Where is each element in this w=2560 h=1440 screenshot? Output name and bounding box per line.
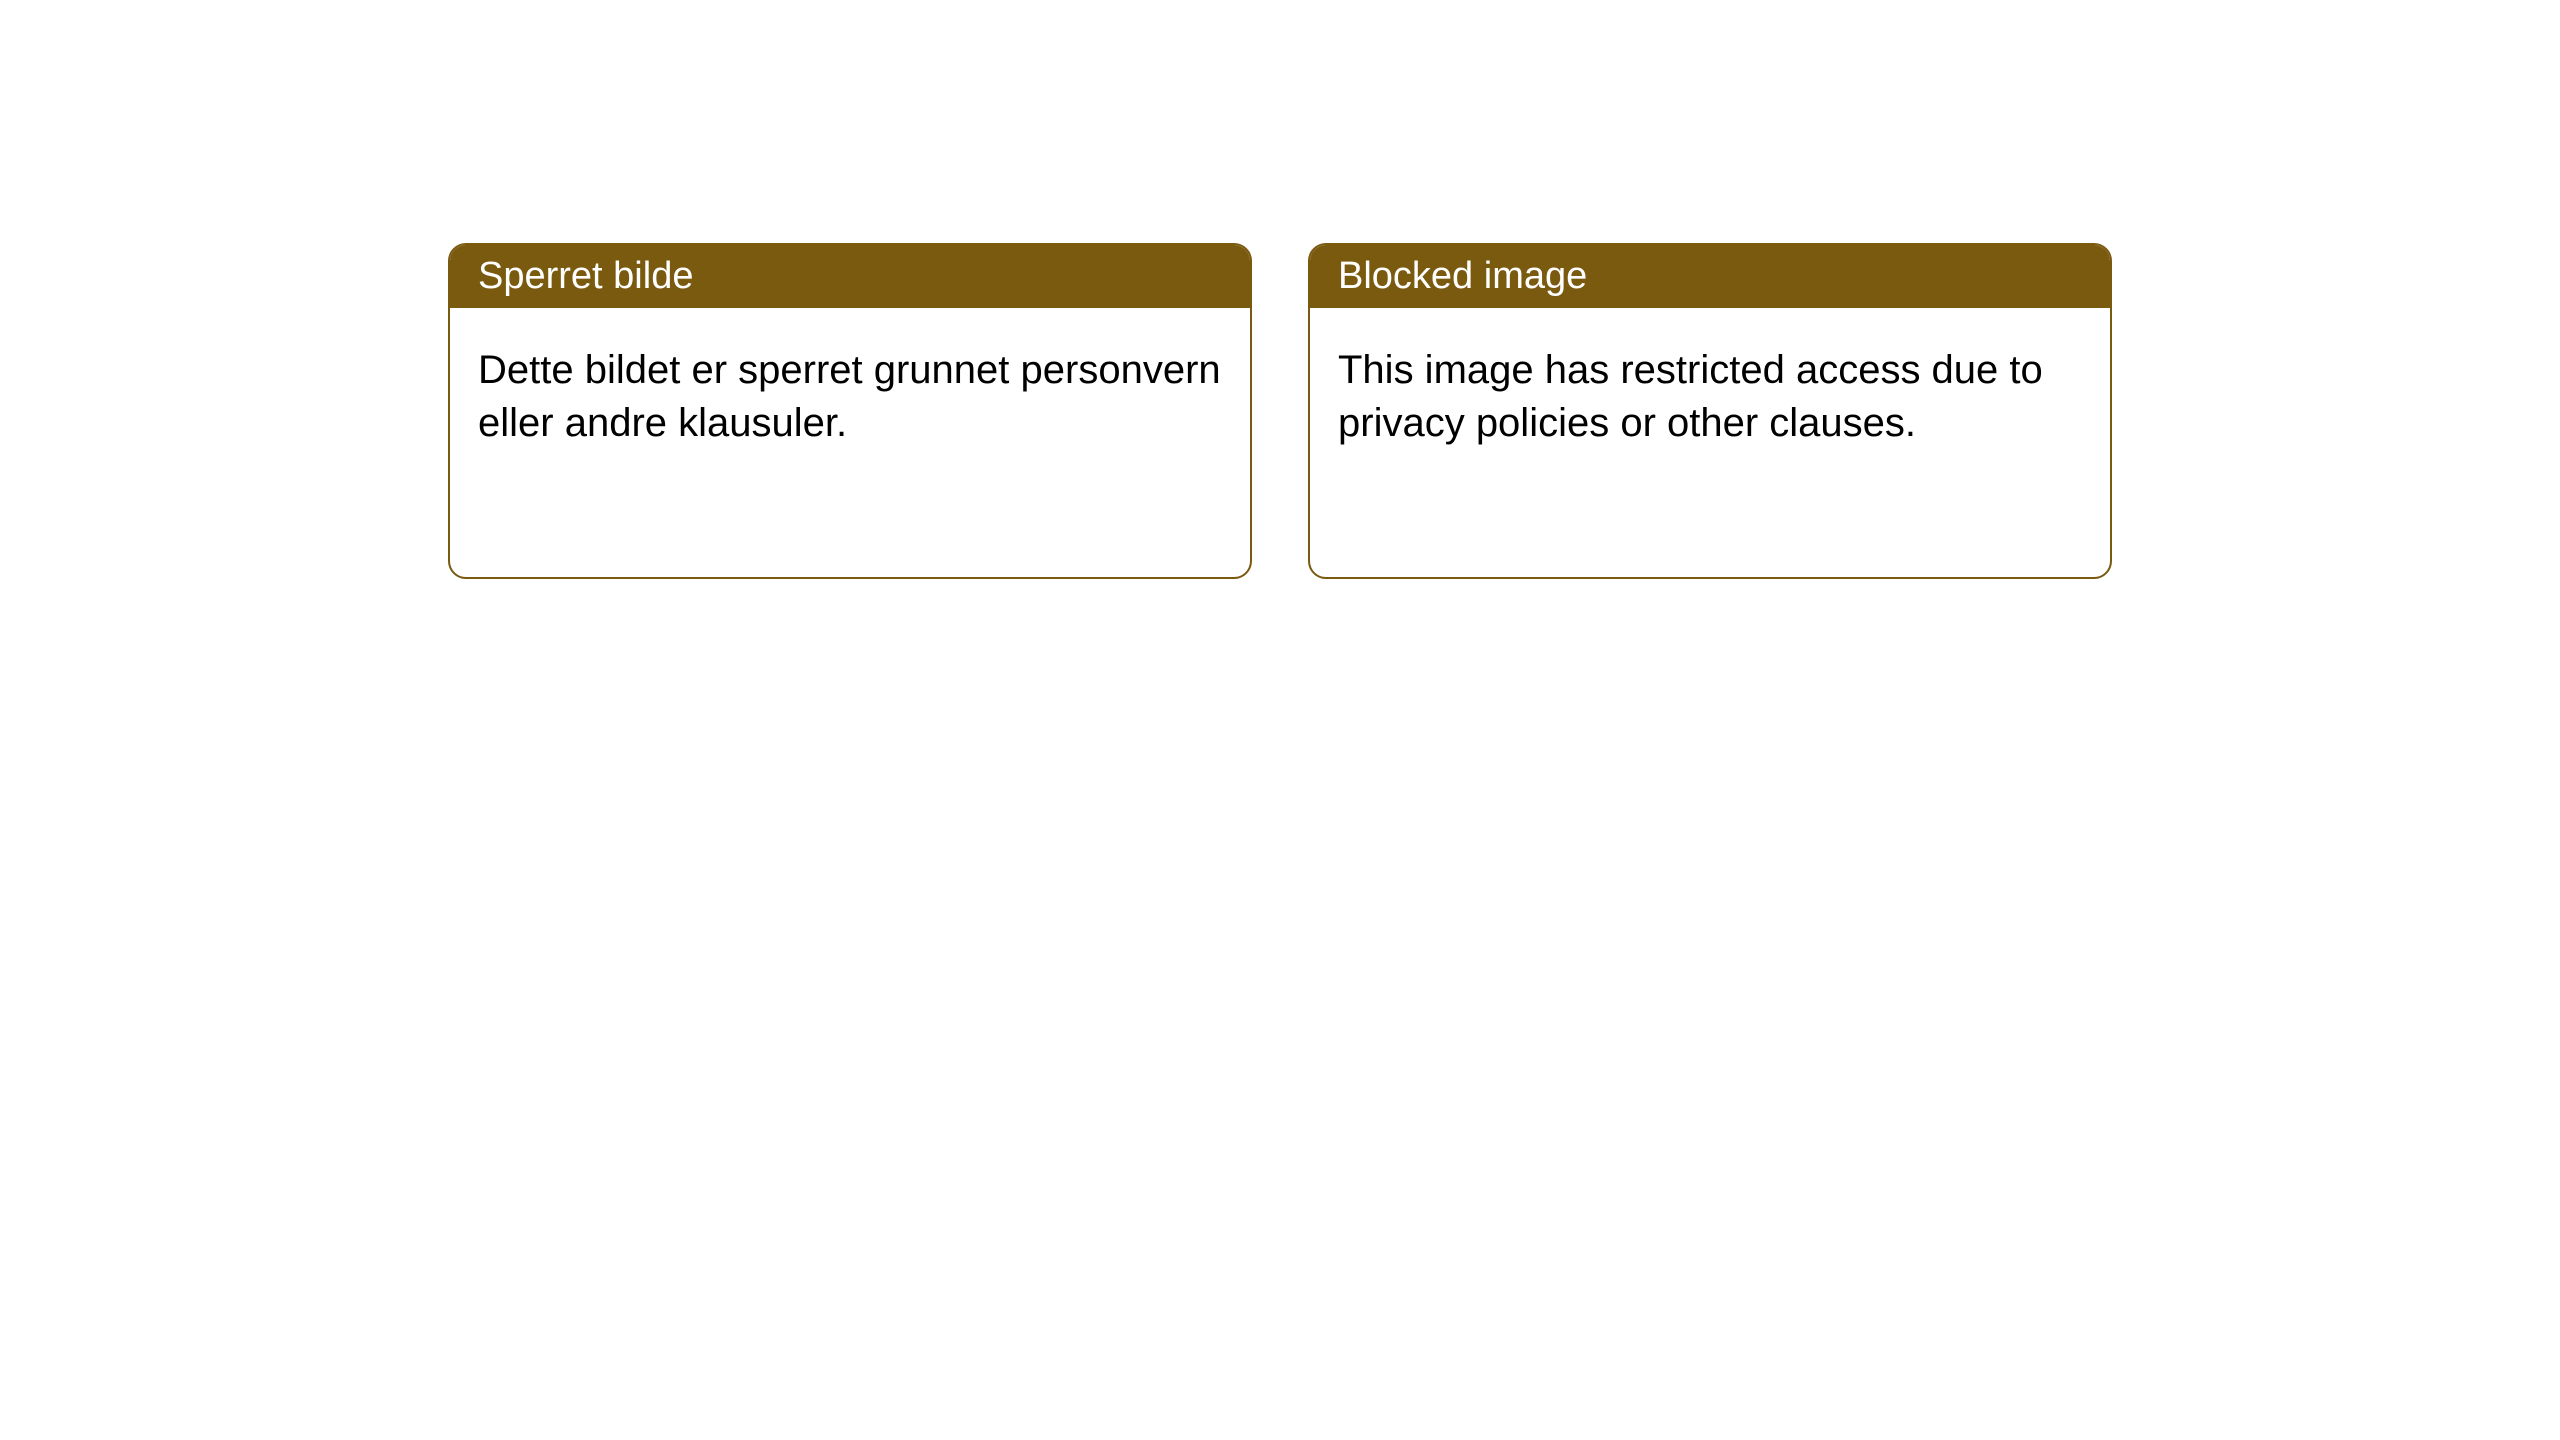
notice-body: Dette bildet er sperret grunnet personve… [450, 308, 1250, 486]
notice-message: This image has restricted access due to … [1338, 348, 2043, 445]
notice-title: Sperret bilde [478, 255, 693, 297]
notice-card-norwegian: Sperret bilde Dette bildet er sperret gr… [448, 243, 1252, 579]
notice-body: This image has restricted access due to … [1310, 308, 2110, 486]
notice-message: Dette bildet er sperret grunnet personve… [478, 348, 1221, 445]
notice-container: Sperret bilde Dette bildet er sperret gr… [0, 0, 2560, 579]
notice-header: Sperret bilde [450, 245, 1250, 308]
notice-header: Blocked image [1310, 245, 2110, 308]
notice-card-english: Blocked image This image has restricted … [1308, 243, 2112, 579]
notice-title: Blocked image [1338, 255, 1587, 297]
